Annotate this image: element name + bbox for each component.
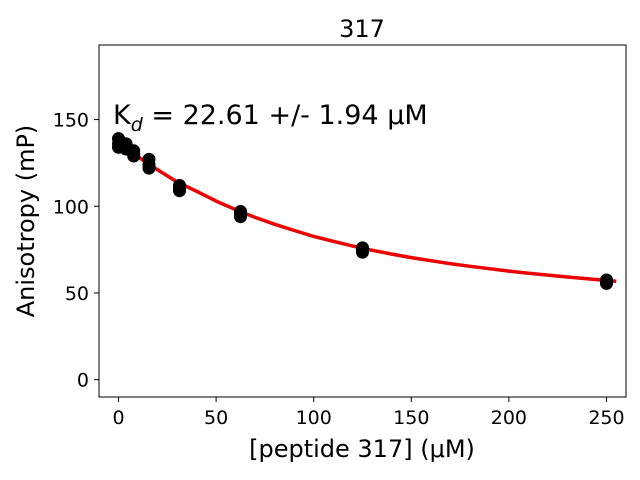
data-point bbox=[356, 241, 369, 255]
data-point bbox=[173, 179, 186, 192]
kd-prefix: K bbox=[113, 100, 132, 131]
kd-value: = 22.61 +/- 1.94 μM bbox=[143, 100, 428, 131]
plot-area bbox=[112, 132, 617, 290]
y-axis-label: Anisotropy (mP) bbox=[12, 125, 40, 318]
y-tick-label: 0 bbox=[77, 370, 89, 392]
y-tick-label: 100 bbox=[53, 196, 89, 218]
kd-annotation: Kd = 22.61 +/- 1.94 μM bbox=[113, 100, 428, 136]
data-point bbox=[234, 205, 247, 218]
data-point bbox=[142, 152, 156, 166]
plot-frame bbox=[98, 44, 627, 398]
x-tick-label: 200 bbox=[491, 407, 527, 429]
x-tick-label: 250 bbox=[588, 407, 624, 429]
kd-subscript: d bbox=[131, 114, 144, 136]
data-point bbox=[127, 144, 141, 158]
fit-curve bbox=[117, 141, 617, 283]
y-tick-label: 50 bbox=[65, 283, 89, 305]
x-axis-label: [peptide 317] (μM) bbox=[249, 435, 475, 463]
x-tick-label: 0 bbox=[112, 407, 124, 429]
y-axis-ticks: 0 50 100 150 bbox=[53, 110, 99, 392]
x-tick-label: 100 bbox=[296, 407, 332, 429]
chart-title: 317 bbox=[339, 15, 385, 43]
x-tick-label: 150 bbox=[393, 407, 429, 429]
x-tick-label: 50 bbox=[204, 407, 228, 429]
data-point bbox=[600, 273, 613, 287]
x-axis-ticks: 0 50 100 150 200 250 bbox=[112, 397, 625, 429]
y-tick-label: 150 bbox=[53, 110, 89, 132]
